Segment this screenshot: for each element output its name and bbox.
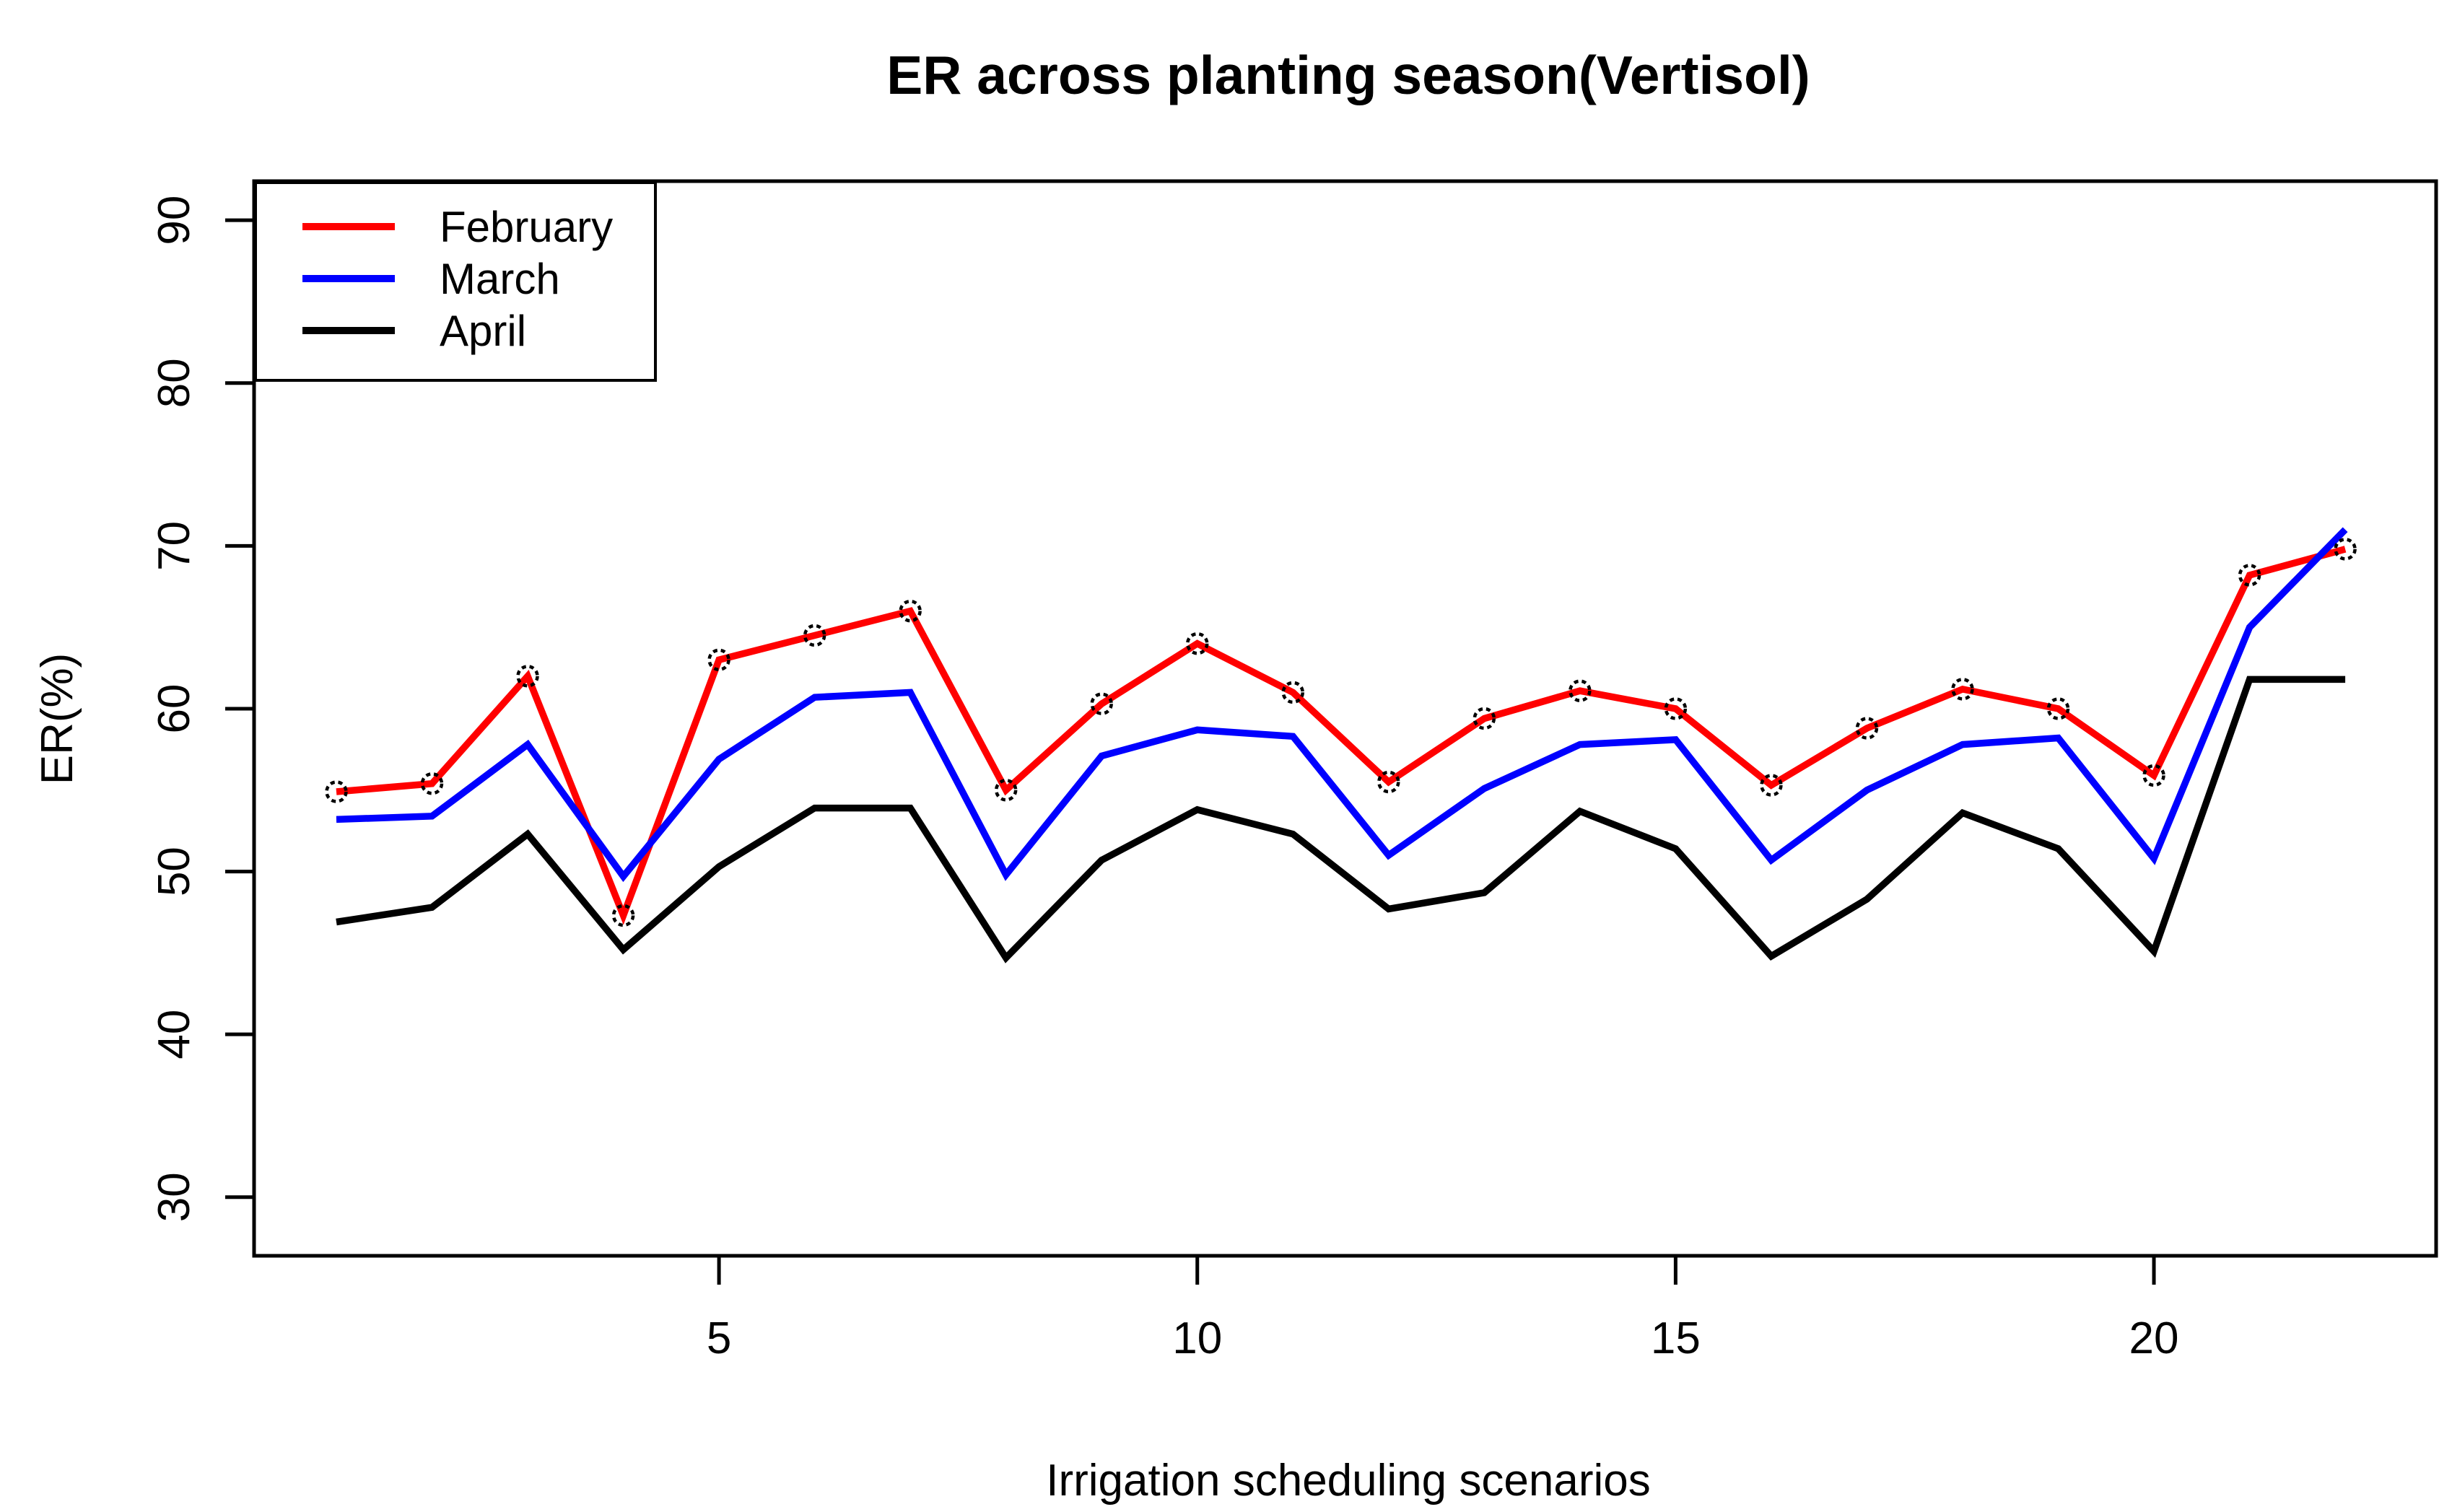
data-point-marker bbox=[1281, 681, 1305, 704]
data-point-marker bbox=[516, 665, 539, 688]
data-point-marker bbox=[2334, 538, 2357, 561]
data-point-marker bbox=[2238, 564, 2261, 587]
data-point-marker bbox=[1090, 692, 1113, 715]
data-point-marker bbox=[1569, 679, 1592, 702]
data-point-marker bbox=[1664, 697, 1688, 720]
y-tick-label: 60 bbox=[149, 683, 199, 733]
legend-label-march: March bbox=[440, 255, 560, 303]
y-tick-label: 80 bbox=[149, 358, 199, 408]
plot-area-border bbox=[252, 179, 2438, 1258]
data-point-marker bbox=[325, 780, 348, 803]
y-tick-label: 50 bbox=[149, 847, 199, 896]
data-point-marker bbox=[994, 779, 1018, 802]
chart-title: ER across planting season(Vertisol) bbox=[886, 45, 1810, 105]
y-tick-label: 70 bbox=[149, 521, 199, 571]
y-axis-ticks: 30 40 50 60 70 80 90 bbox=[149, 196, 254, 1222]
data-point-marker bbox=[2046, 697, 2070, 720]
data-point-marker bbox=[1472, 707, 1496, 730]
data-point-marker bbox=[899, 599, 922, 623]
series-line-april bbox=[336, 676, 2346, 963]
legend-label-april: April bbox=[440, 307, 526, 355]
legend-label-february: February bbox=[440, 203, 613, 251]
y-tick-label: 30 bbox=[149, 1172, 199, 1222]
x-tick-label: 20 bbox=[2129, 1314, 2179, 1363]
data-point-marker bbox=[611, 904, 635, 927]
x-tick-label: 10 bbox=[1172, 1314, 1222, 1363]
data-point-marker bbox=[2142, 764, 2165, 787]
x-tick-label: 5 bbox=[707, 1314, 731, 1363]
data-point-marker bbox=[1951, 678, 1974, 701]
data-point-marker bbox=[803, 624, 826, 647]
y-tick-label: 90 bbox=[149, 196, 199, 245]
x-axis-ticks: 5 10 15 20 bbox=[707, 1256, 2179, 1363]
series-line-february bbox=[336, 546, 2347, 925]
y-axis-title: ER(%) bbox=[32, 653, 82, 785]
data-point-marker bbox=[1760, 774, 1783, 797]
y-tick-label: 40 bbox=[149, 1010, 199, 1059]
data-point-marker bbox=[1185, 632, 1209, 655]
series-line-march bbox=[336, 527, 2348, 883]
series-markers bbox=[325, 538, 2357, 927]
data-point-marker bbox=[707, 648, 730, 672]
data-point-marker bbox=[1377, 770, 1400, 794]
data-point-marker bbox=[1855, 717, 1879, 740]
x-tick-label: 15 bbox=[1651, 1314, 1701, 1363]
series-lines bbox=[336, 527, 2348, 963]
x-axis-title: Irrigation scheduling scenarios bbox=[1046, 1456, 1650, 1506]
data-point-marker bbox=[420, 772, 444, 795]
